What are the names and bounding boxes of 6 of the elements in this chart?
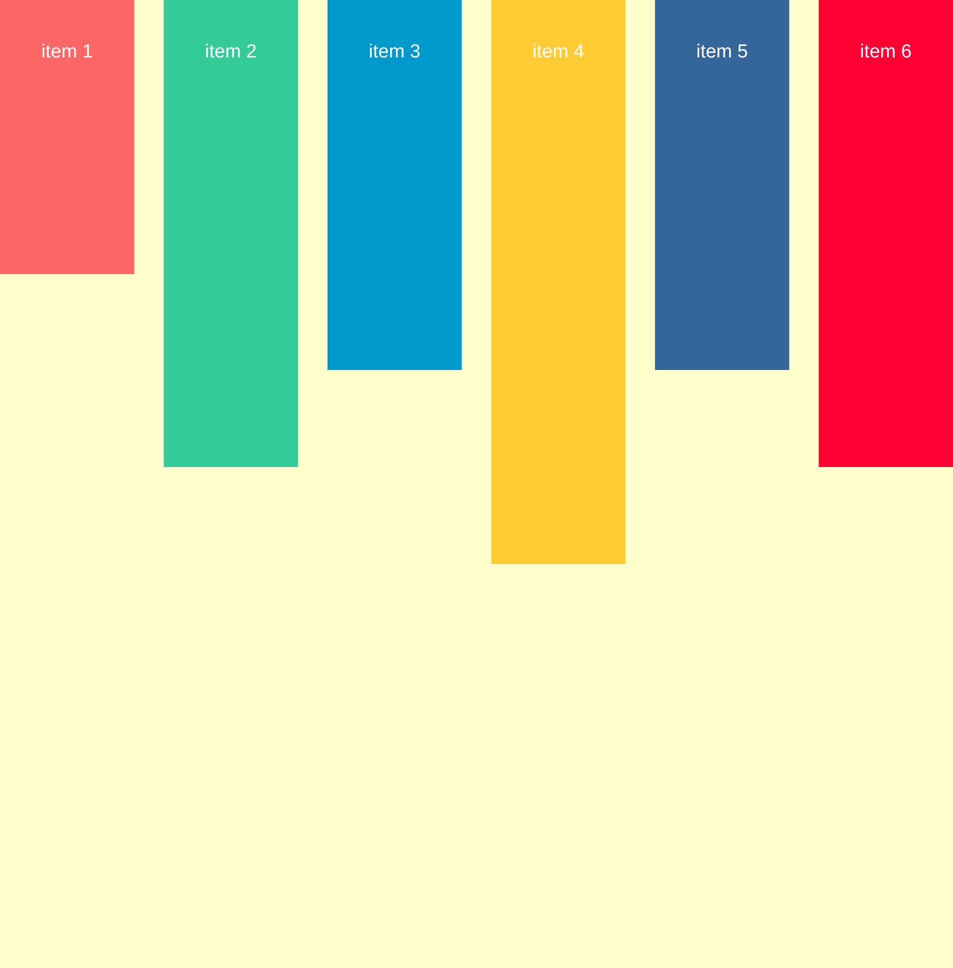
x-tick-label: item 4 [532,42,585,63]
x-tick-label: item 6 [860,42,912,63]
x-tick-label: item 2 [205,42,257,63]
x-tick-label: item 3 [368,42,420,63]
x-tick-label: item 5 [696,42,748,63]
x-tick-label: item 1 [41,42,94,63]
